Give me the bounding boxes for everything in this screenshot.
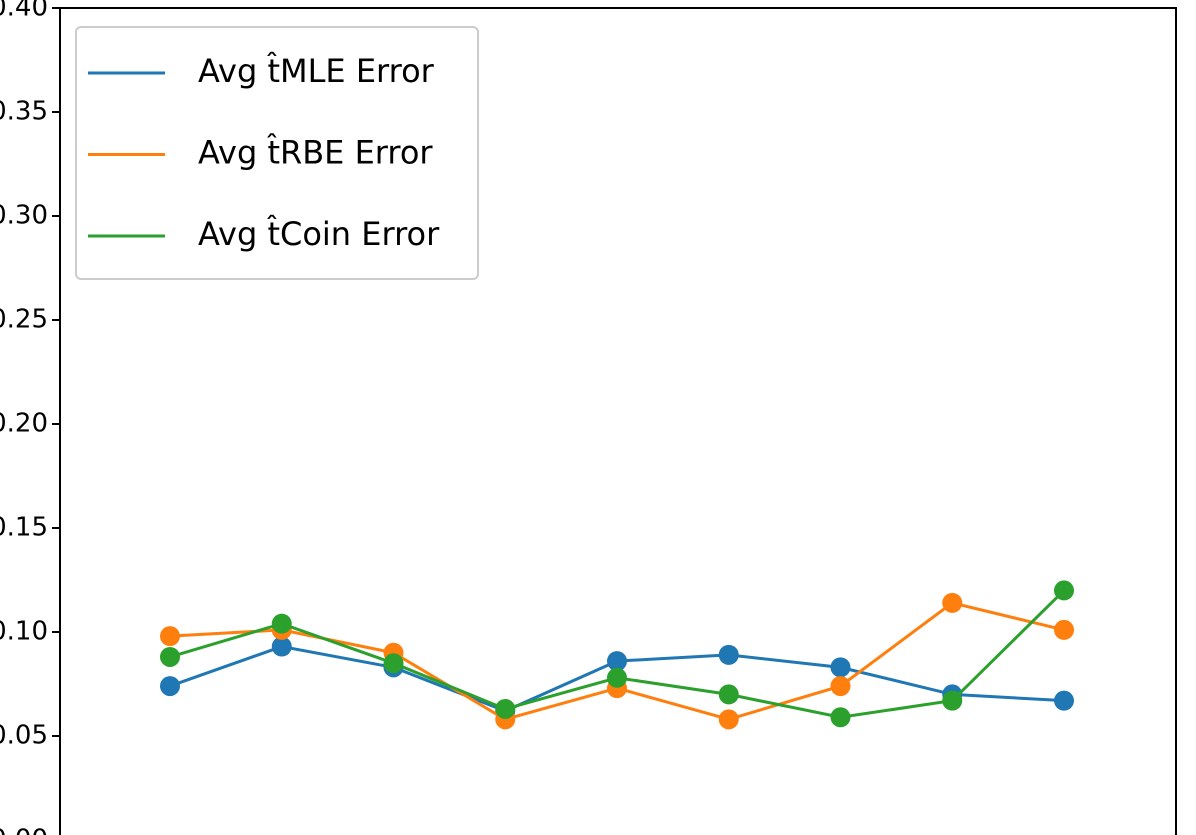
legend-label: Avg t̂Coin Error	[198, 215, 440, 253]
point	[271, 613, 292, 634]
point	[942, 592, 963, 613]
point	[607, 667, 627, 688]
y-tick-label: 0.35	[0, 97, 48, 127]
point	[830, 657, 851, 678]
point	[1054, 690, 1074, 711]
point	[271, 636, 292, 657]
y-tick-label: 0.20	[0, 409, 48, 439]
y-tick-label: 0.00	[0, 825, 48, 835]
legend-label: Avg t̂MLE Error	[198, 52, 435, 90]
point	[160, 646, 180, 667]
point	[718, 684, 739, 705]
point	[830, 676, 851, 697]
point	[942, 690, 963, 711]
point	[160, 676, 180, 697]
point	[718, 644, 739, 665]
point	[1054, 580, 1074, 601]
y-tick-label: 0.05	[0, 721, 48, 751]
point	[830, 707, 851, 728]
y-tick-label: 0.10	[0, 617, 48, 647]
point	[160, 626, 180, 647]
point	[1054, 619, 1074, 640]
point	[718, 709, 739, 730]
point	[607, 651, 627, 672]
y-tick-label: 0.15	[0, 513, 48, 543]
y-tick-label: 0.40	[0, 0, 48, 23]
legend: Avg t̂MLE Error Avg t̂RBE Error Avg t̂Coin…	[75, 26, 479, 280]
point	[495, 698, 516, 719]
y-tick-label: 0.25	[0, 305, 48, 335]
legend-label: Avg t̂RBE Error	[198, 134, 433, 172]
plot-frame	[59, 7, 1177, 835]
y-tick-label: 0.30	[0, 201, 48, 231]
point	[383, 653, 404, 674]
legend-box	[75, 26, 479, 280]
